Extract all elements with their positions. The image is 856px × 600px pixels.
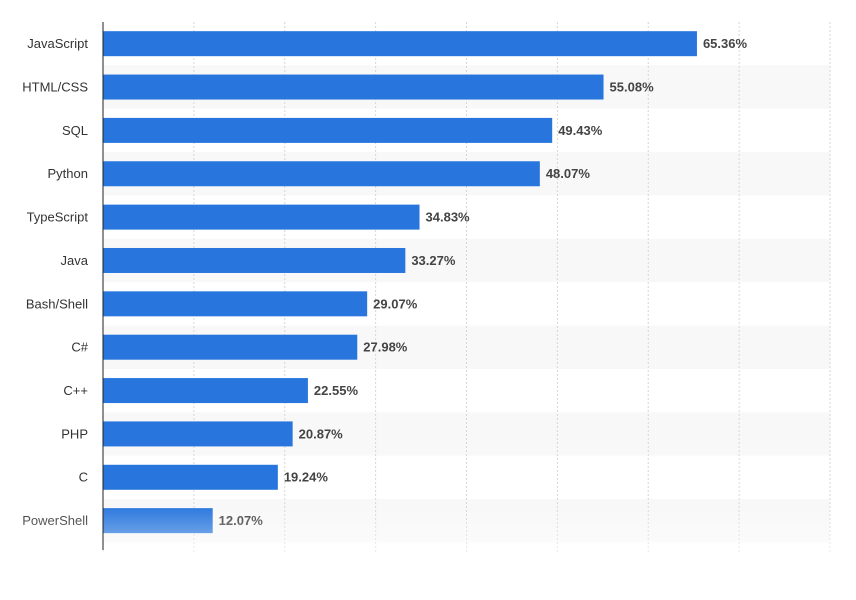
y-tick-label: Python: [48, 166, 88, 181]
bar: [103, 117, 553, 143]
bar: [103, 291, 368, 317]
value-label: 34.83%: [426, 210, 471, 225]
y-tick-label: HTML/CSS: [22, 79, 88, 94]
bar: [103, 31, 697, 57]
value-label: 20.87%: [299, 426, 344, 441]
bar: [103, 161, 540, 187]
bar: [103, 74, 604, 100]
value-label: 65.36%: [703, 36, 748, 51]
value-label: 27.98%: [363, 340, 408, 355]
y-tick-label: C: [79, 470, 88, 485]
y-tick-label: SQL: [62, 123, 88, 138]
value-label: 49.43%: [558, 123, 603, 138]
value-label: 48.07%: [546, 166, 591, 181]
fade-overlay: [0, 505, 856, 600]
y-tick-label: Bash/Shell: [26, 296, 88, 311]
y-tick-label: C++: [63, 383, 88, 398]
y-tick-label: PHP: [61, 426, 88, 441]
bar: [103, 334, 358, 360]
y-tick-label: TypeScript: [27, 210, 89, 225]
y-tick-label: JavaScript: [27, 36, 88, 51]
y-tick-label: Java: [61, 253, 89, 268]
bar: [103, 378, 308, 404]
y-tick-label: C#: [71, 340, 88, 355]
value-label: 22.55%: [314, 383, 359, 398]
value-label: 33.27%: [411, 253, 456, 268]
bar: [103, 464, 278, 490]
bar: [103, 421, 293, 447]
value-label: 29.07%: [373, 296, 418, 311]
bar: [103, 247, 406, 273]
bar: [103, 204, 420, 230]
value-label: 19.24%: [284, 470, 329, 485]
value-label: 55.08%: [610, 79, 655, 94]
